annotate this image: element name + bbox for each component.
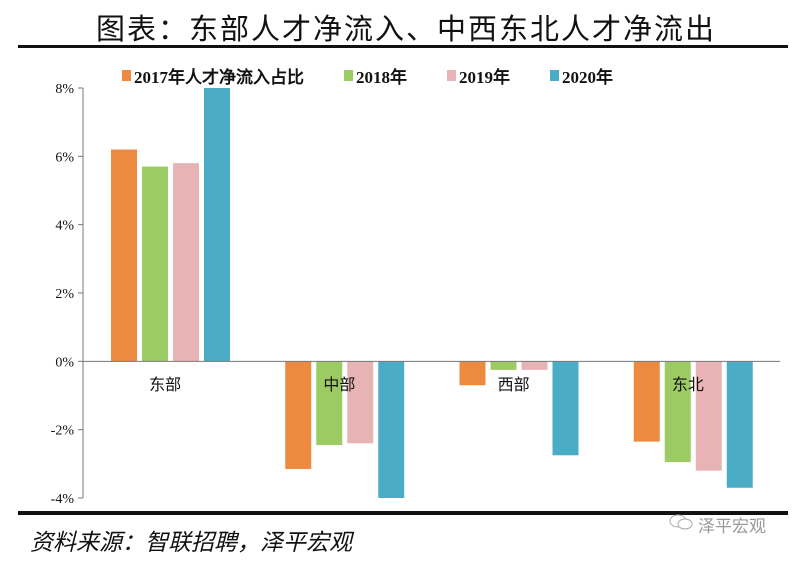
bar	[726, 361, 753, 488]
bar	[142, 166, 168, 362]
bar	[111, 149, 137, 362]
legend-item: 2017年人才净流入占比	[122, 63, 304, 88]
bar	[285, 361, 312, 469]
legend-item: 2020年	[550, 63, 613, 88]
bar	[664, 361, 691, 463]
y-tick-label: 6%	[55, 150, 74, 165]
chart-title: 图表：东部人才净流入、中西东北人才净流出	[95, 12, 716, 46]
bar	[204, 88, 230, 362]
legend-item: 2018年	[344, 63, 407, 88]
legend-label: 2020年	[562, 68, 613, 87]
y-tick-label: 8%	[55, 82, 74, 97]
legend-item: 2019年	[447, 63, 510, 88]
legend: 2017年人才净流入占比 2018年 2019年 2020年	[122, 63, 613, 88]
bar	[378, 361, 405, 498]
bar	[490, 361, 517, 370]
category-label: 西部	[498, 375, 530, 394]
legend-swatch	[550, 70, 559, 81]
bar	[347, 361, 374, 444]
category-label: 东部	[149, 375, 181, 394]
bar	[633, 361, 660, 442]
legend-swatch	[344, 70, 353, 81]
bar	[173, 163, 199, 362]
legend-swatch	[122, 70, 131, 81]
wechat-icon	[668, 512, 694, 537]
watermark-text: 泽平宏观	[698, 517, 766, 537]
bar	[521, 361, 548, 370]
title-rule	[18, 45, 788, 48]
source-note: 资料来源：智联招聘，泽平宏观	[30, 530, 352, 556]
bar	[552, 361, 579, 456]
bar	[459, 361, 486, 386]
category-label: 东北	[672, 375, 704, 394]
bar	[695, 361, 722, 471]
legend-label: 2018年	[356, 68, 407, 87]
legend-label: 2017年人才净流入占比	[134, 68, 304, 87]
footer-rule	[18, 511, 788, 515]
y-tick-label: 0%	[55, 355, 74, 370]
watermark: 泽平宏观	[668, 512, 766, 537]
category-label: 中部	[323, 375, 355, 394]
y-tick-label: -4%	[51, 492, 75, 507]
legend-label: 2019年	[459, 68, 510, 87]
y-tick-label: 4%	[55, 219, 74, 234]
bar	[316, 361, 343, 446]
y-tick-label: -2%	[51, 424, 75, 439]
legend-swatch	[447, 70, 456, 81]
y-tick-label: 2%	[55, 287, 74, 302]
